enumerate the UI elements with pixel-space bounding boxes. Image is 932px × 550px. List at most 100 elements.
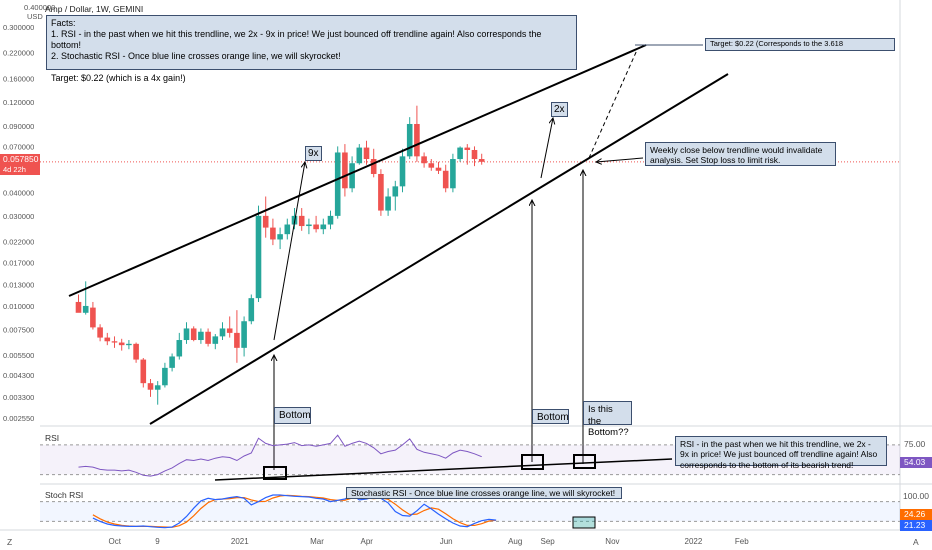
bottom-label-1[interactable]: Bottom <box>274 407 311 424</box>
facts-note[interactable]: Facts: 1. RSI - in the past when we hit … <box>46 15 577 83</box>
y-tick-label: 0.090000 <box>3 122 34 131</box>
x-tick-label: 2022 <box>685 537 703 546</box>
candle-body <box>298 215 305 227</box>
candle-body <box>334 152 341 216</box>
x-tick-label: 9 <box>155 537 160 546</box>
label-9x[interactable]: 9x <box>305 146 322 161</box>
timezone-toggle-icon[interactable]: Z <box>7 537 13 547</box>
y-tick-label: 0.017000 <box>3 258 34 267</box>
rsi-highlight-box <box>521 454 544 470</box>
bottom-label-2[interactable]: Bottom <box>532 409 569 424</box>
candle-body <box>75 301 82 313</box>
stoch-k-tag: 24.26 <box>900 509 932 520</box>
stoch-note[interactable]: Stochastic RSI - Once blue line crosses … <box>346 487 622 499</box>
candle-body <box>226 328 233 333</box>
y-tick-label: 0.010000 <box>3 302 34 311</box>
candle-body <box>126 343 132 346</box>
y-tick-label: 0.002550 <box>3 414 34 423</box>
candle-body <box>363 147 370 160</box>
x-tick-label: Mar <box>310 537 324 546</box>
is-this-bottom-label[interactable]: Is this the Bottom?? <box>583 401 632 438</box>
stoch-title: Stoch RSI <box>45 490 84 500</box>
rsi-highlight-box <box>263 466 287 480</box>
candle-body <box>241 321 247 348</box>
candle-body <box>270 227 276 240</box>
rsi-title: RSI <box>45 433 60 443</box>
candle-body <box>140 359 147 384</box>
candle-body <box>478 159 485 162</box>
candle-body <box>464 147 471 150</box>
x-tick-label: Jun <box>440 537 453 546</box>
candle-body <box>212 336 219 344</box>
y-tick-label: 0.022000 <box>3 237 34 246</box>
stoch-d-tag: 21.23 <box>900 520 932 531</box>
current-price-tag: 0.057850 <box>0 154 40 165</box>
stoch-highlight-box <box>572 516 596 529</box>
candle-body <box>97 327 103 338</box>
rsi-highlight-box <box>573 454 596 469</box>
y-tick-label: 0.220000 <box>3 49 34 58</box>
candle-body <box>162 367 168 386</box>
candle-body <box>82 305 89 313</box>
projection-dashed-line <box>588 49 638 159</box>
y-tick-label: 0.070000 <box>3 142 34 151</box>
candle-body <box>219 328 226 337</box>
label-2x[interactable]: 2x <box>551 102 568 117</box>
y-tick-label: 0.007500 <box>3 326 34 335</box>
y-tick-label: 0.013000 <box>3 280 34 289</box>
candle-body <box>435 167 442 171</box>
x-tick-label: Apr <box>361 537 374 546</box>
candle-body <box>133 343 139 360</box>
y-tick-label: 0.005500 <box>3 351 34 360</box>
candle-body <box>414 123 420 157</box>
candle-body <box>399 156 406 187</box>
candle-body <box>90 307 96 328</box>
upper-trendline <box>68 44 647 297</box>
candle-body <box>176 340 183 357</box>
candle-body <box>111 341 118 343</box>
candle-body <box>378 173 384 211</box>
candle-countdown: 4d 22h <box>0 165 40 175</box>
weekly-close-note[interactable]: Weekly close below trendline would inval… <box>645 142 836 166</box>
auto-scale-icon[interactable]: A <box>913 537 919 547</box>
candle-body <box>471 149 478 160</box>
candle-body <box>442 170 449 189</box>
candle-body <box>320 224 327 230</box>
rsi-note[interactable]: RSI - in the past when we hit this trend… <box>675 436 887 470</box>
candle-body <box>169 356 175 368</box>
candle-body <box>190 328 197 341</box>
rsi-line <box>78 434 482 477</box>
candle-body <box>255 215 262 299</box>
x-tick-label: Sep <box>541 537 556 546</box>
y-tick-label: 0.160000 <box>3 75 34 84</box>
x-tick-label: Oct <box>109 537 122 546</box>
target-note[interactable]: Target: $0.22 (Corresponds to the 3.618 <box>705 38 895 51</box>
rsi-value-tag: 54.03 <box>900 457 932 468</box>
candle-body <box>154 385 161 390</box>
x-tick-label: Aug <box>508 537 522 546</box>
candle-body <box>104 337 111 342</box>
candle-body <box>356 147 363 164</box>
stoch-k-line <box>92 494 497 529</box>
candle-body <box>421 156 427 164</box>
lower-trendline <box>149 73 729 425</box>
stoch-level-label: 100.00 <box>903 491 929 501</box>
top-price-label: 0.400000 <box>24 3 56 12</box>
stoch-band <box>40 501 900 522</box>
arrow-9x <box>273 162 305 341</box>
candle-body <box>428 163 435 168</box>
candle-body <box>205 331 211 344</box>
candle-body <box>248 298 255 322</box>
candle-body <box>147 383 154 390</box>
candle-body <box>450 159 456 189</box>
x-tick-label: Nov <box>605 537 619 546</box>
candle-body <box>327 215 334 225</box>
candle-body <box>183 328 190 341</box>
arrow-weekly-close <box>596 157 644 162</box>
candle-body <box>306 224 312 227</box>
y-tick-label: 0.300000 <box>3 23 34 32</box>
candle-body <box>392 186 399 197</box>
y-tick-label: 0.003300 <box>3 393 34 402</box>
arrow-2x <box>540 118 553 179</box>
